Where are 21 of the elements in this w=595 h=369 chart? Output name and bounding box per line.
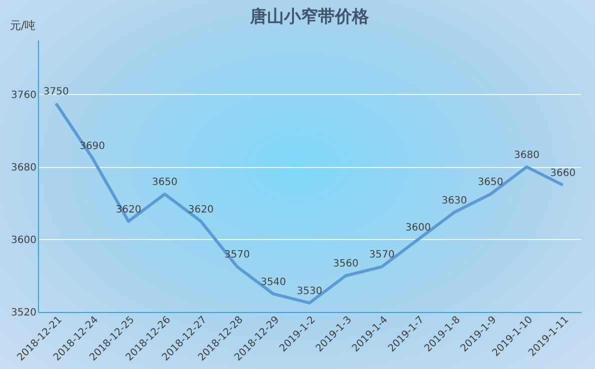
data-label: 3530	[296, 286, 322, 297]
data-label: 3650	[152, 177, 178, 188]
data-label: 3690	[80, 140, 106, 152]
data-label: 3570	[369, 250, 395, 261]
data-label: 3620	[188, 204, 214, 216]
y-axis-title: 元/吨	[10, 18, 36, 33]
data-label: 3620	[116, 204, 142, 216]
data-label: 3630	[442, 195, 468, 206]
data-label: 3750	[43, 86, 69, 98]
data-label: 3560	[332, 258, 358, 270]
y-tick-label: 3600	[11, 234, 36, 246]
data-label: 3660	[550, 168, 576, 180]
y-tick-label: 3680	[11, 162, 36, 174]
data-label: 3680	[514, 150, 540, 161]
data-label: 3650	[478, 177, 504, 188]
y-tick-label: 3760	[11, 90, 36, 101]
data-label: 3540	[260, 276, 286, 288]
y-tick-label: 3520	[11, 308, 36, 318]
data-label: 3600	[405, 222, 431, 234]
data-label: 3570	[224, 250, 250, 261]
chart-title: 唐山小窄带价格	[249, 7, 370, 27]
